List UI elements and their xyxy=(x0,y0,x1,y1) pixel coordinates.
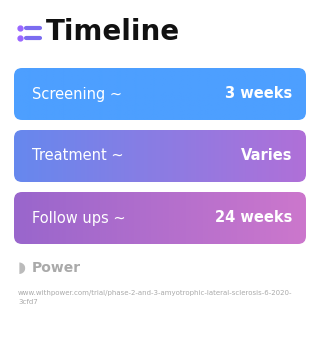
Text: 24 weeks: 24 weeks xyxy=(215,211,292,225)
Text: Timeline: Timeline xyxy=(46,18,180,46)
Text: 3 weeks: 3 weeks xyxy=(225,86,292,101)
Text: Screening ~: Screening ~ xyxy=(32,86,122,101)
Text: Varies: Varies xyxy=(241,148,292,163)
Text: www.withpower.com/trial/phase-2-and-3-amyotrophic-lateral-sclerosis-6-2020-
3cfd: www.withpower.com/trial/phase-2-and-3-am… xyxy=(18,290,292,304)
Text: Power: Power xyxy=(32,261,81,275)
Text: ◗: ◗ xyxy=(18,260,26,276)
Text: Treatment ~: Treatment ~ xyxy=(32,148,124,163)
Text: Follow ups ~: Follow ups ~ xyxy=(32,211,126,225)
